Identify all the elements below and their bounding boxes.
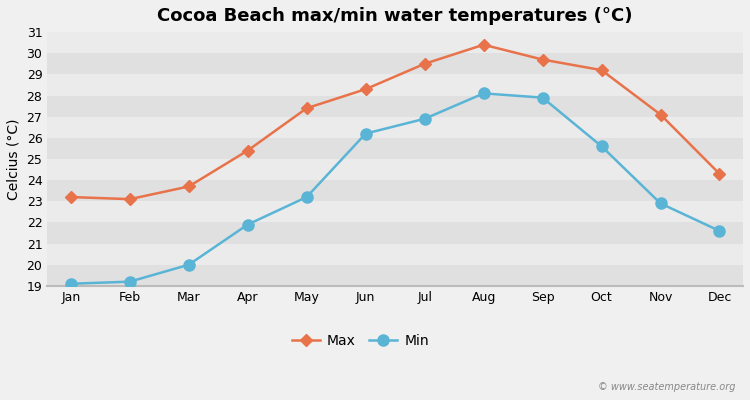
Max [184, 184, 194, 189]
Bar [47, 180, 743, 201]
Bar [47, 159, 743, 180]
Bar [47, 244, 743, 265]
Min [362, 131, 370, 136]
Line: Max: Max [67, 40, 724, 203]
Max [656, 112, 665, 117]
Bar [47, 74, 743, 96]
Max [479, 42, 488, 47]
Min [125, 279, 134, 284]
Bar [47, 201, 743, 222]
Max [66, 195, 75, 200]
Min [538, 95, 547, 100]
Bar [47, 32, 743, 53]
Min [66, 281, 75, 286]
Max [715, 171, 724, 176]
Max [243, 148, 252, 153]
Max [125, 197, 134, 202]
Min [656, 201, 665, 206]
Max [538, 57, 547, 62]
Bar [47, 96, 743, 117]
Max [362, 87, 370, 92]
Min [243, 222, 252, 227]
Text: © www.seatemperature.org: © www.seatemperature.org [598, 382, 735, 392]
Title: Cocoa Beach max/min water temperatures (°C): Cocoa Beach max/min water temperatures (… [158, 7, 633, 25]
Min [184, 262, 194, 267]
Bar [47, 265, 743, 286]
Min [597, 144, 606, 149]
Bar [47, 53, 743, 74]
Max [597, 68, 606, 72]
Max [302, 106, 311, 111]
Bar [47, 138, 743, 159]
Max [420, 61, 429, 66]
Line: Min: Min [65, 88, 725, 289]
Bar [47, 222, 743, 244]
Min [715, 228, 724, 233]
Min [302, 195, 311, 200]
Min [420, 116, 429, 121]
Bar [47, 117, 743, 138]
Y-axis label: Celcius (°C): Celcius (°C) [7, 118, 21, 200]
Legend: Max, Min: Max, Min [286, 328, 434, 354]
Min [479, 91, 488, 96]
